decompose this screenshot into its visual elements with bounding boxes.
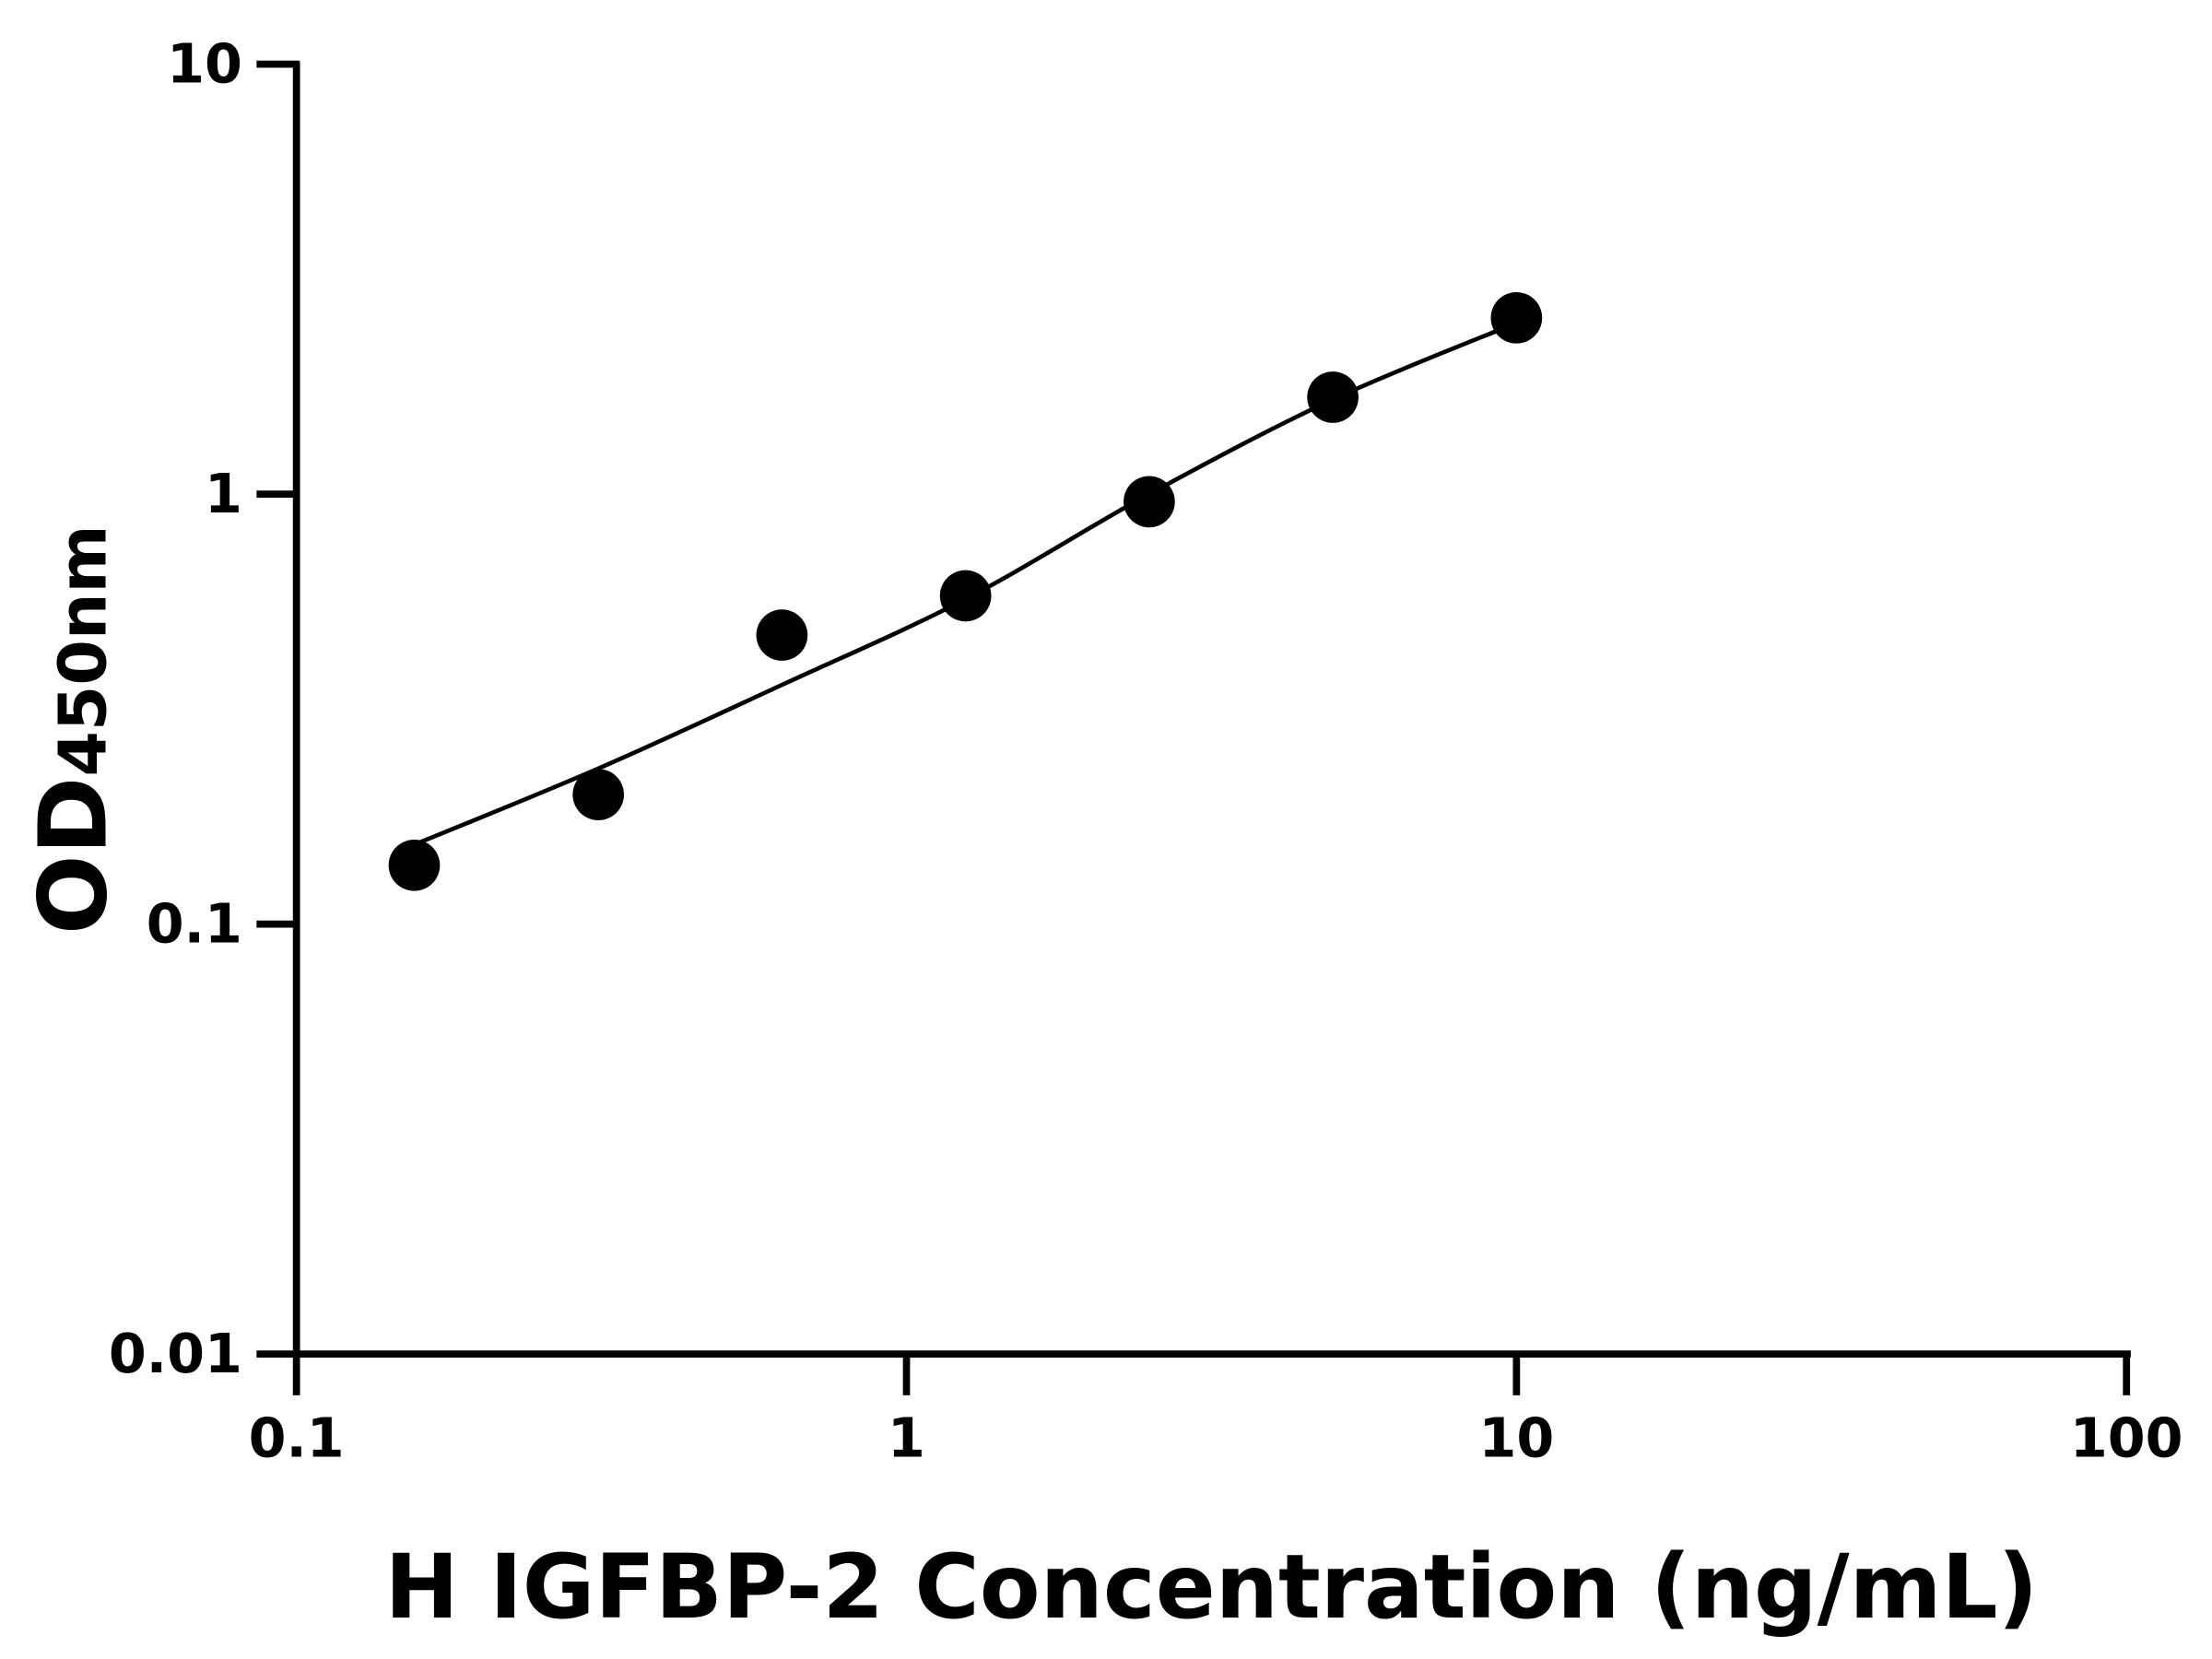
data-point: [1490, 292, 1543, 344]
y-axis-label: OD450nm: [18, 524, 128, 935]
y-tick-label: 0.1: [147, 892, 242, 956]
y-axis-label-main: OD: [18, 777, 128, 935]
data-points: [388, 292, 1543, 891]
data-point: [572, 769, 625, 820]
x-tick-label: 10: [1478, 1406, 1554, 1469]
data-point: [388, 839, 441, 891]
y-tick-label: 10: [167, 32, 242, 96]
data-point: [939, 570, 992, 622]
data-point: [756, 609, 808, 661]
y-tick-label: 1: [205, 462, 242, 525]
x-axis-label: H IGFBP-2 Concentration (ng/mL): [385, 1535, 2039, 1639]
y-axis-label-sub: 450nm: [44, 524, 121, 776]
x-tick-label: 1: [888, 1406, 925, 1469]
data-point: [1307, 371, 1359, 423]
y-tick-label: 0.01: [109, 1322, 242, 1385]
x-tick-label: 0.1: [249, 1406, 345, 1469]
x-tick-label: 100: [2070, 1406, 2183, 1469]
axes: [292, 61, 2131, 1358]
data-point: [1124, 476, 1175, 528]
